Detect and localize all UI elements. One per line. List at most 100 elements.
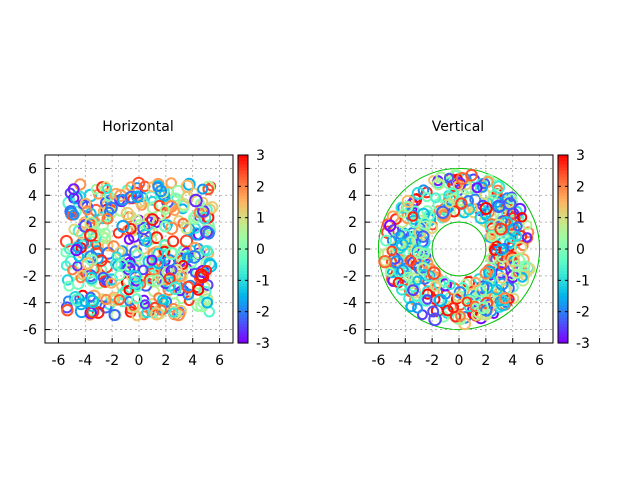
colorbar-segment: [238, 180, 248, 184]
scatter-point: [158, 245, 171, 257]
colorbar-segment: [558, 180, 568, 184]
scatter-point: [123, 284, 135, 296]
scatter-point: [469, 300, 481, 312]
colorbar-segment: [558, 242, 568, 247]
scatter-point: [124, 222, 137, 235]
colorbar-segment: [238, 308, 248, 313]
scatter-point: [427, 305, 440, 318]
scatter-panel-horizontal: Horizontal -6 -4 -2 0 2 4 6 -6 -4 -2 0 2 4 6 3 2 1 0 -1 -2…: [23, 119, 270, 369]
colorbar-segment: [238, 286, 248, 291]
scatter-point: [486, 230, 498, 243]
scatter-point: [164, 221, 179, 236]
colorbar-segment: [238, 299, 248, 303]
scatter-point: [494, 222, 508, 236]
colorbar-segment: [238, 330, 248, 335]
colorbar-segment: [238, 233, 248, 238]
colorbar-segment: [558, 321, 568, 325]
scatter-point: [116, 245, 128, 258]
y-tick-label: 0: [28, 242, 37, 258]
scatter-point: [105, 201, 118, 215]
scatter-point: [407, 211, 419, 222]
scatter-point: [465, 168, 478, 182]
colorbar-segment: [558, 183, 568, 187]
colorbar-segment: [558, 289, 568, 294]
colorbar-segment: [558, 277, 568, 281]
scatter-point: [145, 275, 157, 287]
colorbar-segment: [238, 261, 248, 266]
colorbar-segment: [558, 176, 568, 181]
colorbar-segment: [238, 167, 248, 172]
colorbar-segment: [238, 239, 248, 244]
y-tick-label: -6: [343, 323, 357, 339]
chart-title-horizontal: Horizontal: [102, 119, 173, 135]
scatter-point: [511, 268, 522, 279]
colorbar-segment: [558, 202, 568, 206]
colorbar-segment: [558, 270, 568, 275]
colorbar-segment: [238, 277, 248, 281]
scatter-point: [396, 283, 408, 296]
colorbar-segment: [558, 173, 568, 178]
colorbar-segment: [238, 252, 248, 256]
colorbar-segment: [238, 176, 248, 181]
scatter-point: [102, 183, 113, 195]
scatter-point: [455, 310, 466, 322]
scatter-point: [421, 205, 434, 218]
colorbar-segment: [558, 339, 568, 344]
scatter-point: [428, 312, 442, 327]
x-tick-label: 6: [535, 353, 544, 369]
scatter-point: [412, 275, 423, 286]
scatter-point: [422, 288, 434, 300]
colorbar-segment: [558, 220, 568, 225]
scatter-point: [150, 307, 164, 321]
scatter-point: [498, 292, 511, 305]
colorbar-segment: [558, 170, 568, 175]
colorbar-segment: [558, 336, 568, 341]
y-tick-label: -4: [23, 296, 37, 312]
scatter-point: [82, 205, 93, 216]
scatter-point: [201, 180, 216, 194]
colorbar-segment: [238, 296, 248, 300]
scatter-point: [113, 294, 126, 306]
scatter-point: [433, 293, 448, 307]
scatter-point: [416, 230, 430, 243]
scatter-point: [441, 304, 454, 317]
scatter-point: [115, 258, 128, 272]
y-tick-label: 4: [28, 188, 37, 204]
scatter-point: [131, 190, 144, 203]
colorbar-segment: [238, 189, 248, 194]
scatter-point: [490, 283, 503, 296]
scatter-point: [180, 179, 195, 194]
scatter-point: [386, 235, 398, 246]
scatter-point: [67, 183, 80, 196]
scatter-point: [99, 227, 111, 239]
colorbar-segment: [558, 211, 568, 216]
colorbar-segment: [558, 167, 568, 172]
scatter-point: [195, 198, 205, 209]
colorbar-segment: [238, 245, 248, 250]
scatter-point: [511, 253, 526, 267]
colorbar-segment: [238, 302, 248, 306]
colorbar-segment: [238, 267, 248, 272]
colorbar-segment: [238, 158, 248, 162]
scatter-point: [97, 271, 110, 284]
colorbar-segment: [238, 339, 248, 344]
y-tick-label: 0: [348, 242, 357, 258]
scatter-point: [137, 221, 151, 236]
scatter-point: [477, 199, 489, 212]
colorbar-segment: [238, 255, 248, 259]
colorbar-tick-label: 2: [576, 179, 585, 195]
scatter-point: [201, 296, 214, 309]
scatter-point: [120, 206, 135, 221]
scatter-point: [92, 252, 104, 265]
scatter-point: [417, 207, 430, 221]
scatter-point: [122, 262, 136, 276]
colorbar-segment: [238, 274, 248, 278]
scatter-point: [198, 211, 212, 225]
scatter-point: [101, 239, 114, 252]
scatter-point: [139, 299, 150, 310]
colorbar-segment: [558, 230, 568, 234]
scatter-point: [464, 302, 475, 313]
colorbar-segment: [238, 217, 248, 222]
scatter-point: [183, 295, 195, 307]
x-tick-label: 0: [135, 353, 144, 369]
